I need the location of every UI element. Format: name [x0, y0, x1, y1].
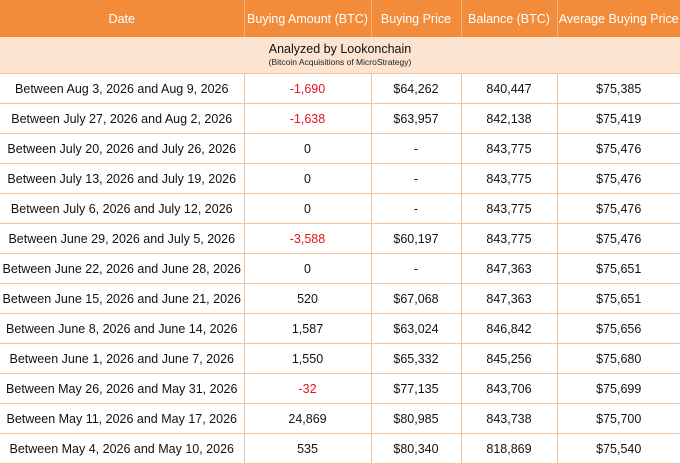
buying-amount-cell: 520	[244, 283, 372, 314]
average-buying-price-cell: $75,476	[557, 163, 680, 194]
date-cell: Between June 15, 2026 and June 21, 2026	[0, 283, 245, 314]
balance-cell: 843,775	[461, 133, 558, 164]
table-row: Between July 6, 2026 and July 12, 2026 0-…	[0, 193, 680, 224]
buying-price-cell: $80,340	[371, 433, 462, 464]
average-buying-price-cell: $75,680	[557, 343, 680, 374]
buying-price-cell: $80,985	[371, 403, 462, 434]
table-row: Between May 26, 2026 and May 31, 2026 -32…	[0, 373, 680, 404]
buying-price-cell: $65,332	[371, 343, 462, 374]
buying-amount-cell: -1,690	[244, 73, 372, 104]
average-buying-price-cell: $75,651	[557, 253, 680, 284]
average-buying-price-cell: $75,540	[557, 433, 680, 464]
average-buying-price-cell: $75,656	[557, 313, 680, 344]
average-buying-price-cell: $75,476	[557, 193, 680, 224]
table-row: Between July 20, 2026 and July 26, 2026 0…	[0, 133, 680, 164]
buying-amount-cell: 0	[244, 133, 372, 164]
table-body: Analyzed by Lookonchain (Bitcoin Acquisi…	[0, 37, 680, 464]
balance-cell: 843,775	[461, 223, 558, 254]
balance-cell: 847,363	[461, 283, 558, 314]
buying-amount-cell: 24,869	[244, 403, 372, 434]
date-cell: Between June 8, 2026 and June 14, 2026	[0, 313, 245, 344]
table-row: Between June 1, 2026 and June 7, 2026 1,5…	[0, 343, 680, 374]
table-row: Between June 22, 2026 and June 28, 2026 0…	[0, 253, 680, 284]
balance-cell: 846,842	[461, 313, 558, 344]
date-cell: Between Aug 3, 2026 and Aug 9, 2026	[0, 73, 245, 104]
table-row: Between May 4, 2026 and May 10, 2026 535 $…	[0, 433, 680, 464]
column-header-buying-amount: Buying Amount (BTC)	[244, 0, 372, 37]
banner-title: Analyzed by Lookonchain	[268, 42, 412, 56]
buying-amount-cell: 0	[244, 193, 372, 224]
buying-amount-cell: -32	[244, 373, 372, 404]
balance-cell: 842,138	[461, 103, 558, 134]
buying-amount-cell: 1,550	[244, 343, 372, 374]
buying-price-cell: -	[371, 163, 462, 194]
average-buying-price-cell: $75,476	[557, 133, 680, 164]
buying-price-cell: $64,262	[371, 73, 462, 104]
table-row: Between June 29, 2026 and July 5, 2026 -3…	[0, 223, 680, 254]
buying-price-cell: $60,197	[371, 223, 462, 254]
balance-cell: 847,363	[461, 253, 558, 284]
balance-cell: 818,869	[461, 433, 558, 464]
date-cell: Between June 1, 2026 and June 7, 2026	[0, 343, 245, 374]
column-header-date: Date	[0, 0, 245, 37]
balance-cell: 843,775	[461, 193, 558, 224]
balance-cell: 843,738	[461, 403, 558, 434]
table-row: Between May 11, 2026 and May 17, 2026 24,…	[0, 403, 680, 434]
column-header-balance: Balance (BTC)	[461, 0, 558, 37]
table-row: Between June 8, 2026 and June 14, 2026 1,…	[0, 313, 680, 344]
date-cell: Between July 6, 2026 and July 12, 2026	[0, 193, 245, 224]
date-cell: Between July 13, 2026 and July 19, 2026	[0, 163, 245, 194]
date-cell: Between July 27, 2026 and Aug 2, 2026	[0, 103, 245, 134]
buying-price-cell: -	[371, 133, 462, 164]
buying-amount-cell: -3,588	[244, 223, 372, 254]
average-buying-price-cell: $75,699	[557, 373, 680, 404]
column-header-average-buying-price: Average Buying Price	[557, 0, 680, 37]
average-buying-price-cell: $75,476	[557, 223, 680, 254]
column-header-buying-price: Buying Price	[371, 0, 462, 37]
buying-price-cell: $63,024	[371, 313, 462, 344]
buying-amount-cell: 1,587	[244, 313, 372, 344]
date-cell: Between May 11, 2026 and May 17, 2026	[0, 403, 245, 434]
buying-amount-cell: 535	[244, 433, 372, 464]
buying-amount-cell: -1,638	[244, 103, 372, 134]
table-row: Between July 13, 2026 and July 19, 2026 0…	[0, 163, 680, 194]
date-cell: Between May 4, 2026 and May 10, 2026	[0, 433, 245, 464]
banner-row: Analyzed by Lookonchain (Bitcoin Acquisi…	[0, 37, 680, 74]
banner-subtitle: (Bitcoin Acquisitions of MicroStrategy)	[268, 57, 412, 67]
average-buying-price-cell: $75,651	[557, 283, 680, 314]
date-cell: Between June 29, 2026 and July 5, 2026	[0, 223, 245, 254]
balance-cell: 843,775	[461, 163, 558, 194]
buying-price-cell: $63,957	[371, 103, 462, 134]
buying-price-cell: $67,068	[371, 283, 462, 314]
buying-amount-cell: 0	[244, 253, 372, 284]
date-cell: Between May 26, 2026 and May 31, 2026	[0, 373, 245, 404]
balance-cell: 845,256	[461, 343, 558, 374]
table-row: Between June 15, 2026 and June 21, 2026 5…	[0, 283, 680, 314]
table-row: Between Aug 3, 2026 and Aug 9, 2026 -1,69…	[0, 73, 680, 104]
buying-price-cell: $77,135	[371, 373, 462, 404]
buying-price-cell: -	[371, 253, 462, 284]
table-row: Between July 27, 2026 and Aug 2, 2026 -1,…	[0, 103, 680, 134]
balance-cell: 840,447	[461, 73, 558, 104]
average-buying-price-cell: $75,385	[557, 73, 680, 104]
date-cell: Between July 20, 2026 and July 26, 2026	[0, 133, 245, 164]
average-buying-price-cell: $75,700	[557, 403, 680, 434]
table-header-row: Date Buying Amount (BTC) Buying Price Ba…	[0, 0, 680, 37]
average-buying-price-cell: $75,419	[557, 103, 680, 134]
buying-price-cell: -	[371, 193, 462, 224]
banner-cell: Analyzed by Lookonchain (Bitcoin Acquisi…	[0, 37, 680, 74]
date-cell: Between June 22, 2026 and June 28, 2026	[0, 253, 245, 284]
buying-amount-cell: 0	[244, 163, 372, 194]
balance-cell: 843,706	[461, 373, 558, 404]
